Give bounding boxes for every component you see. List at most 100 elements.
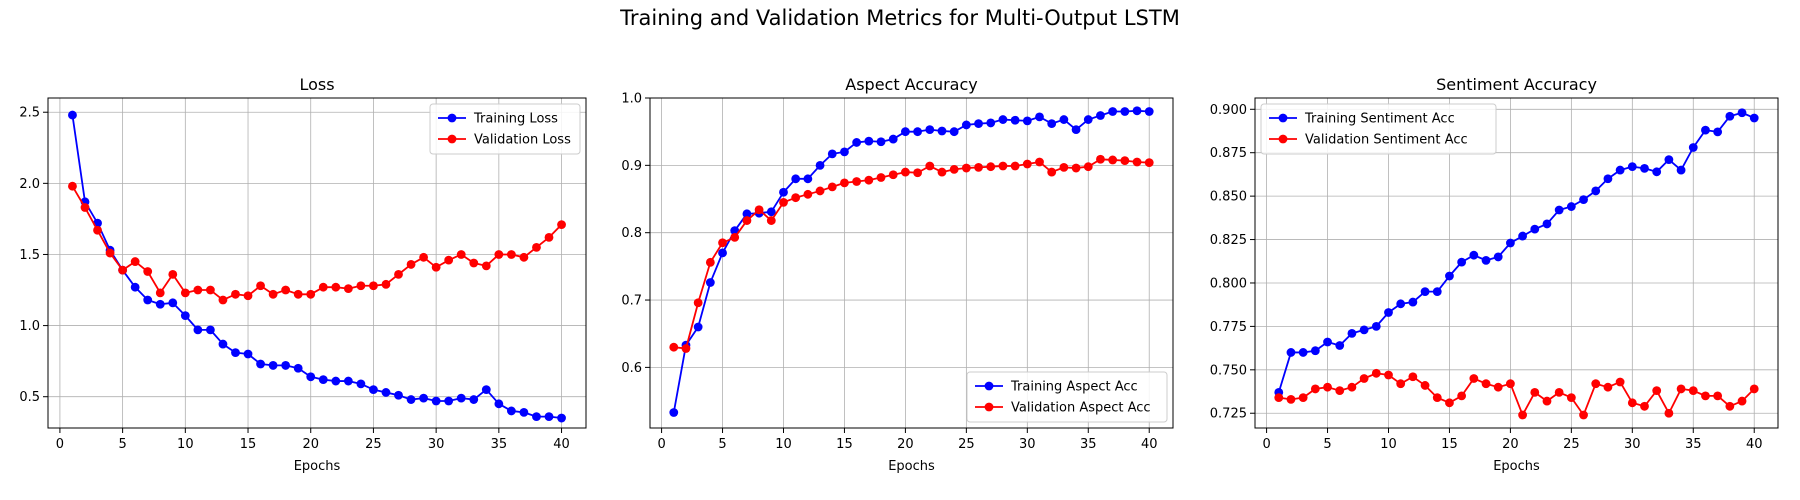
x-tick-label: 5	[718, 437, 726, 452]
validation-aspect-acc-point	[974, 162, 983, 172]
validation-loss-point	[469, 258, 479, 268]
validation-aspect-acc-point	[901, 167, 910, 177]
training-sentiment-acc-point	[1688, 143, 1698, 152]
validation-loss-point	[206, 285, 215, 295]
y-tick-label: 0.825	[1210, 233, 1247, 248]
y-tick-label: 0.725	[1210, 407, 1247, 422]
legend-box	[1260, 103, 1497, 155]
training-sentiment-acc-point	[1627, 162, 1637, 172]
training-loss-legend-marker	[447, 113, 457, 123]
validation-loss-point	[80, 203, 90, 212]
training-sentiment-acc-point	[1566, 202, 1576, 211]
validation-loss-point	[105, 248, 115, 258]
aspect-accuracy-chart: 0 5 10 15 20 25 30 35 40 0.6 0.7 0.8 0.9 1.0 Aspect Ac…	[621, 75, 1174, 474]
training-aspect-acc-point	[1047, 119, 1057, 128]
validation-loss-point	[93, 225, 102, 235]
validation-loss-point	[544, 232, 554, 242]
training-aspect-acc-point	[827, 149, 837, 159]
training-aspect-acc-point	[937, 126, 947, 136]
x-tick-label: 10	[775, 437, 792, 452]
training-sentiment-acc-point	[1347, 328, 1357, 338]
validation-loss-legend-marker	[447, 134, 457, 144]
x-tick-label: 20	[897, 437, 914, 452]
validation-aspect-acc-legend-label: Validation Aspect Acc	[1011, 401, 1151, 416]
y-tick-label: 0.8	[621, 226, 642, 241]
x-tick-label: 25	[1563, 437, 1580, 452]
validation-loss-point	[481, 261, 491, 271]
legend: Training Loss Validation Loss	[429, 103, 581, 155]
y-tick-label: 2.5	[19, 106, 40, 121]
training-sentiment-acc-point	[1749, 113, 1759, 123]
training-loss-point	[143, 295, 153, 305]
training-loss-point	[356, 379, 366, 389]
x-tick-label: 10	[1380, 437, 1397, 452]
validation-aspect-acc-point	[718, 238, 727, 248]
x-tick-label: 40	[553, 437, 570, 452]
validation-aspect-acc-point	[681, 344, 691, 353]
figure-title: Training and Validation Metrics for Mult…	[620, 6, 1180, 30]
training-sentiment-acc-point	[1445, 271, 1454, 281]
training-loss-point	[557, 413, 566, 423]
training-aspect-acc-point	[766, 207, 776, 217]
validation-loss-point	[180, 288, 190, 298]
training-aspect-acc-point	[852, 138, 862, 147]
training-sentiment-acc-legend-label: Training Sentiment Acc	[1304, 112, 1455, 127]
training-sentiment-acc-point	[1713, 127, 1723, 137]
validation-sentiment-acc-point	[1615, 377, 1625, 387]
training-loss-point	[155, 299, 165, 309]
y-tick-label: 0.850	[1210, 190, 1247, 205]
validation-aspect-acc-point	[730, 233, 740, 242]
validation-sentiment-acc-point	[1274, 393, 1284, 403]
validation-aspect-acc-point	[766, 216, 776, 225]
training-aspect-acc-point	[705, 278, 715, 287]
training-loss-point	[218, 339, 228, 349]
validation-sentiment-acc-point	[1627, 398, 1637, 408]
training-sentiment-acc-point	[1554, 205, 1564, 215]
validation-loss-point	[343, 284, 353, 294]
training-sentiment-acc-point	[1591, 186, 1601, 196]
x-tick-label: 10	[177, 437, 194, 452]
legend-box	[429, 103, 581, 155]
training-loss-point	[544, 412, 554, 422]
training-aspect-acc-point	[925, 125, 935, 135]
training-sentiment-acc-point	[1506, 238, 1515, 248]
y-tick-label: 0.775	[1210, 320, 1247, 335]
training-loss-point	[293, 363, 303, 373]
validation-loss-point	[168, 269, 178, 279]
y-tick-label: 0.5	[19, 390, 40, 405]
validation-aspect-acc-point	[888, 170, 898, 180]
y-tick-label: 1.0	[621, 92, 642, 107]
validation-sentiment-acc-point	[1298, 393, 1308, 403]
training-aspect-acc-point	[986, 118, 996, 128]
validation-sentiment-acc-legend-marker	[1278, 134, 1288, 144]
validation-aspect-acc-point	[1144, 158, 1154, 168]
training-loss-point	[394, 390, 403, 400]
validation-aspect-acc-point	[949, 164, 959, 174]
x-tick-label: 25	[958, 437, 975, 452]
y-tick-label: 0.9	[621, 159, 642, 174]
validation-loss-point	[381, 279, 391, 289]
training-sentiment-acc-point	[1335, 341, 1345, 350]
training-aspect-acc-point	[718, 248, 727, 258]
validation-loss-point	[456, 250, 466, 259]
training-sentiment-acc-point	[1481, 255, 1491, 265]
training-aspect-acc-point	[1132, 106, 1142, 116]
validation-loss-point	[130, 257, 140, 266]
validation-sentiment-acc-point	[1359, 374, 1369, 383]
validation-sentiment-acc-point	[1457, 391, 1467, 401]
sentiment-accuracy-chart: 0 5 10 15 20 25 30 35 40 0.725 0.750 0.775 0.800 0.82…	[1210, 75, 1779, 474]
plot-frame	[47, 97, 587, 429]
x-tick-label: 35	[491, 437, 508, 452]
training-sentiment-acc-point	[1396, 299, 1406, 309]
training-sentiment-acc-point	[1408, 297, 1418, 307]
validation-aspect-acc-point	[1083, 162, 1093, 172]
training-sentiment-acc-line	[1277, 111, 1755, 393]
training-loss-point	[243, 349, 253, 359]
validation-sentiment-acc-point	[1408, 372, 1418, 382]
validation-loss-point	[256, 281, 265, 291]
validation-aspect-acc-point	[742, 216, 752, 225]
validation-sentiment-acc-point	[1542, 396, 1552, 406]
x-tick-label: 30	[1019, 437, 1036, 452]
training-loss-point	[318, 375, 328, 385]
validation-aspect-acc-point	[754, 205, 764, 215]
